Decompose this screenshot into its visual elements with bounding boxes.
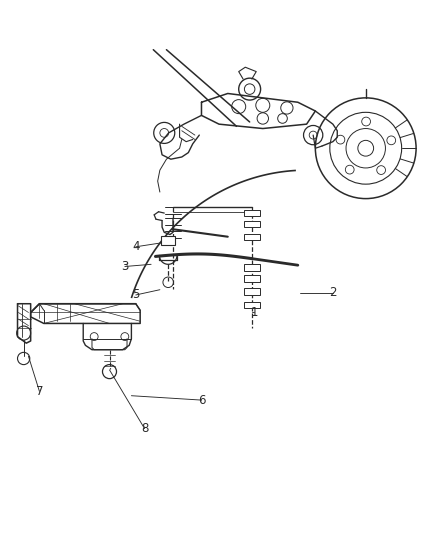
FancyBboxPatch shape <box>161 236 175 246</box>
FancyBboxPatch shape <box>244 275 260 282</box>
Text: 7: 7 <box>35 385 43 398</box>
FancyBboxPatch shape <box>244 221 260 227</box>
Text: 2: 2 <box>329 286 337 300</box>
FancyBboxPatch shape <box>244 302 260 308</box>
Text: 1: 1 <box>250 306 258 319</box>
Text: 8: 8 <box>141 422 148 435</box>
Text: 3: 3 <box>121 260 128 273</box>
FancyBboxPatch shape <box>244 264 260 271</box>
FancyBboxPatch shape <box>244 233 260 240</box>
Text: 5: 5 <box>132 288 139 302</box>
FancyBboxPatch shape <box>244 209 260 216</box>
Text: 6: 6 <box>198 393 205 407</box>
FancyBboxPatch shape <box>244 288 260 295</box>
Text: 4: 4 <box>132 240 140 253</box>
